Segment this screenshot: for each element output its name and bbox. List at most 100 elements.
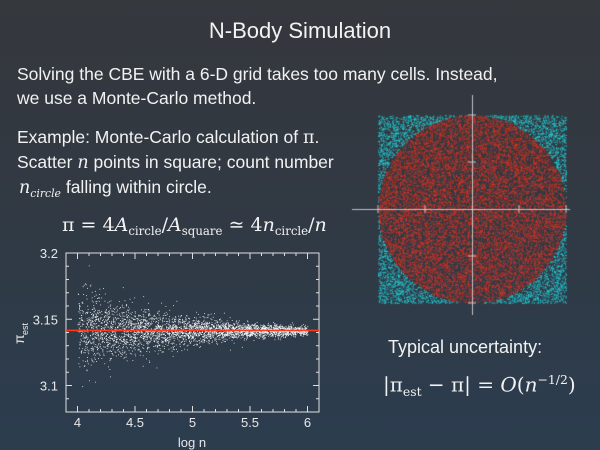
scatter-point — [144, 319, 146, 321]
scatter-point — [122, 319, 124, 321]
scatter-point — [103, 322, 105, 323]
scatter-point — [176, 327, 178, 329]
scatter-point — [182, 321, 184, 323]
scatter-point — [289, 327, 291, 329]
scatter-point — [205, 331, 206, 332]
scatter-point — [96, 325, 98, 327]
scatter-point — [287, 334, 288, 336]
scatter-point — [177, 333, 178, 335]
scatter-point — [262, 328, 263, 330]
scatter-point — [279, 339, 281, 341]
scatter-point — [209, 335, 211, 337]
scatter-point — [197, 343, 198, 345]
scatter-point — [281, 325, 283, 327]
scatter-point — [97, 347, 98, 348]
scatter-point — [240, 332, 242, 334]
scatter-point — [156, 321, 157, 322]
scatter-point — [285, 333, 287, 335]
scatter-point — [80, 338, 82, 340]
scatter-point — [138, 333, 140, 335]
scatter-point — [227, 324, 229, 326]
scatter-point — [288, 333, 290, 335]
scatter-point — [283, 333, 285, 335]
scatter-point — [157, 312, 159, 314]
scatter-point — [220, 326, 221, 328]
scatter-point — [243, 326, 245, 328]
scatter-point — [209, 321, 210, 323]
scatter-point — [221, 336, 223, 338]
scatter-point — [124, 334, 126, 336]
scatter-point — [212, 328, 214, 330]
scatter-point — [279, 335, 281, 337]
scatter-point — [233, 323, 234, 325]
scatter-point — [184, 331, 186, 333]
scatter-point — [157, 337, 159, 339]
scatter-point — [162, 325, 163, 327]
scatter-point — [223, 326, 224, 328]
scatter-point — [163, 320, 165, 322]
scatter-point — [240, 332, 242, 334]
scatter-point — [181, 336, 183, 338]
scatter-point — [292, 332, 294, 334]
scatter-point — [154, 328, 156, 330]
scatter-point — [149, 336, 151, 338]
scatter-point — [218, 324, 219, 326]
scatter-point — [204, 317, 206, 319]
scatter-point — [121, 312, 123, 314]
scatter-point — [266, 334, 268, 336]
scatter-point — [290, 328, 292, 330]
scatter-point — [157, 327, 159, 329]
scatter-point — [125, 305, 127, 307]
scatter-point — [245, 333, 246, 335]
scatter-point — [138, 331, 140, 333]
scatter-point — [256, 325, 258, 326]
scatter-point — [91, 309, 93, 310]
scatter-point — [217, 336, 218, 338]
scatter-point — [109, 349, 111, 351]
scatter-point — [169, 327, 171, 329]
scatter-point — [267, 333, 269, 335]
scatter-point — [146, 320, 148, 322]
scatter-point — [78, 347, 80, 349]
scatter-point — [148, 322, 149, 324]
scatter-point — [139, 350, 141, 352]
scatter-point — [158, 326, 159, 327]
ticks — [66, 252, 319, 413]
scatter-point — [178, 331, 180, 333]
scatter-point — [183, 335, 185, 337]
scatter-point — [277, 326, 278, 328]
scatter-point — [226, 334, 228, 336]
scatter-point — [166, 340, 168, 341]
scatter-point — [299, 333, 301, 335]
scatter-point — [112, 332, 114, 333]
scatter-point — [135, 312, 136, 314]
scatter-point — [108, 343, 110, 345]
scatter-point — [131, 321, 133, 323]
y-axis-label: π est — [11, 322, 30, 344]
scatter-point — [207, 331, 209, 333]
scatter-point — [172, 326, 173, 328]
scatter-point — [97, 316, 99, 317]
scatter-point — [203, 323, 205, 325]
scatter-point — [279, 333, 281, 335]
scatter-point — [225, 325, 226, 327]
scatter-point — [186, 334, 188, 336]
scatter-point — [107, 319, 108, 321]
scatter-point — [156, 341, 158, 343]
f1-part: A — [168, 214, 182, 236]
scatter-point — [239, 326, 241, 328]
scatter-point — [108, 312, 110, 314]
scatter-point — [172, 321, 174, 323]
scatter-point — [252, 324, 254, 326]
scatter-point — [143, 344, 145, 346]
scatter-point — [115, 341, 117, 343]
scatter-point — [189, 341, 190, 343]
scatter-point — [90, 284, 92, 286]
scatter-point — [262, 336, 263, 338]
scatter-point — [130, 337, 132, 339]
scatter-point — [101, 334, 103, 336]
scatter-point — [196, 323, 198, 324]
scatter-point — [213, 325, 215, 327]
scatter-point — [152, 331, 154, 333]
scatter-point — [200, 341, 202, 343]
